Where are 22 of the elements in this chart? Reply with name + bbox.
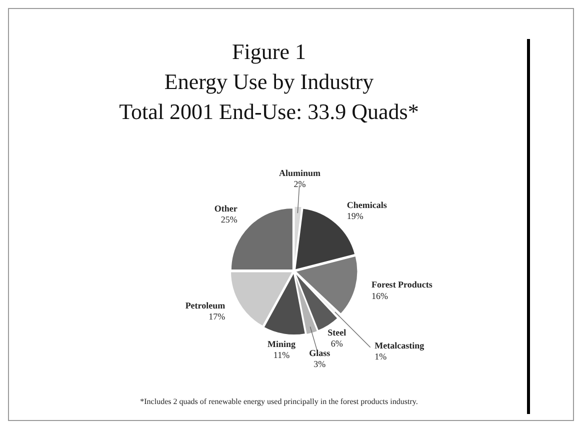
data-label: 17% [208,312,226,322]
slice-label: Mining [267,338,296,349]
data-label: 25% [220,214,238,224]
slice-label: Other [214,203,238,214]
text: *Includes 2 quads of renewable energy used principally in the forest products industry. [139,397,419,406]
slice-label: Aluminum [279,168,322,178]
chart-subtitle: Energy Use by Industry [163,68,375,96]
data-label: 16% [371,290,388,301]
chart-title: Figure 1 [231,38,307,66]
slice-label: Chemicals [346,200,388,210]
data-label: 6% [330,338,344,348]
slice-label: Glass [309,348,331,358]
slice-label: Petroleum [185,300,226,311]
data-label: 19% [346,210,364,221]
slice-label: Metalcasting [374,340,425,350]
data-label: 1% [374,351,388,362]
data-label: 2% [294,179,306,190]
slice-label: Forest Products [371,280,433,290]
text: Total 2001 End-Use: 33.9 Quads* [118,98,420,126]
data-label: 3% [314,359,326,370]
slice-label: Steel [328,327,347,338]
data-label: 11% [273,350,290,360]
